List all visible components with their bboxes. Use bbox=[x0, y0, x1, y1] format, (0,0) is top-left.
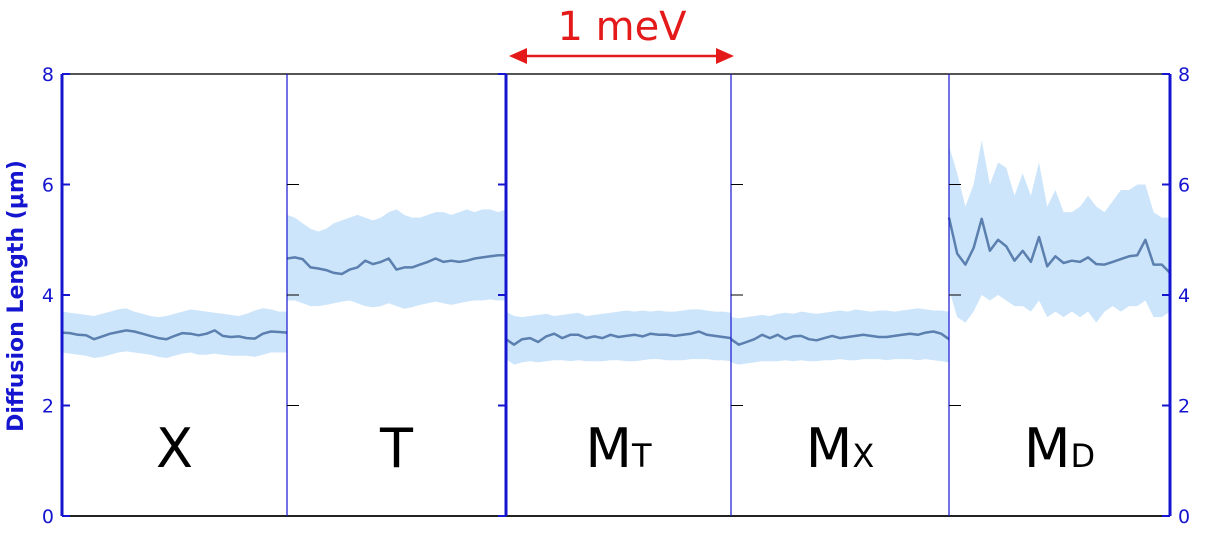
band-panel-5 bbox=[949, 140, 1170, 323]
panel-label-1: X bbox=[156, 417, 193, 480]
panel-label-main: M bbox=[1024, 417, 1071, 480]
y-tick-label-left: 2 bbox=[42, 396, 54, 418]
y-axis-title: Diffusion Length (μm) bbox=[4, 160, 29, 432]
y-tick-label-left: 6 bbox=[42, 175, 54, 197]
scale-bar: 1 meV bbox=[509, 4, 734, 64]
y-tick-label-left: 8 bbox=[42, 64, 54, 86]
y-tick-label-right: 0 bbox=[1178, 506, 1190, 528]
y-tick-label-left: 4 bbox=[42, 285, 54, 307]
series-line-panel-3 bbox=[505, 330, 732, 346]
band-panel-1 bbox=[62, 308, 287, 358]
axis-tick-labels: 0 0 2 2 4 4 6 6 8 8 bbox=[42, 64, 1190, 528]
scale-bar-arrow-left bbox=[509, 48, 527, 64]
panel-label-2: T bbox=[379, 417, 414, 480]
series-line-panel-2 bbox=[286, 253, 506, 276]
series-line-panel-5 bbox=[947, 217, 1171, 274]
panel-label-main: M bbox=[806, 417, 853, 480]
panel-label-3: MT bbox=[585, 417, 652, 480]
axis-ticks bbox=[62, 73, 1170, 517]
series-line-panel-4 bbox=[730, 330, 950, 346]
panel-labels: X T MT MX MD bbox=[156, 417, 1095, 480]
series-lines bbox=[61, 217, 1171, 346]
y-tick-label-right: 2 bbox=[1178, 396, 1190, 418]
band-panel-2 bbox=[287, 209, 506, 309]
y-tick-label-left: 0 bbox=[42, 506, 54, 528]
panel-label-5: MD bbox=[1024, 417, 1095, 480]
confidence-bands bbox=[62, 140, 1170, 365]
scale-bar-label: 1 meV bbox=[557, 4, 687, 50]
panel-label-subscript: D bbox=[1070, 437, 1095, 475]
y-tick-label-right: 6 bbox=[1178, 175, 1190, 197]
panel-label-4: MX bbox=[806, 417, 875, 480]
scale-bar-arrow-right bbox=[716, 48, 734, 64]
panel-label-subscript: X bbox=[852, 437, 874, 475]
y-tick-label-right: 8 bbox=[1178, 64, 1190, 86]
panel-label-main: X bbox=[156, 417, 193, 480]
panel-label-main: M bbox=[585, 417, 632, 480]
panel-label-subscript: T bbox=[631, 437, 652, 475]
band-panel-4 bbox=[731, 308, 949, 365]
y-tick-label-right: 4 bbox=[1178, 285, 1190, 307]
series-line-panel-1 bbox=[61, 329, 288, 341]
panel-label-main: T bbox=[379, 417, 414, 480]
